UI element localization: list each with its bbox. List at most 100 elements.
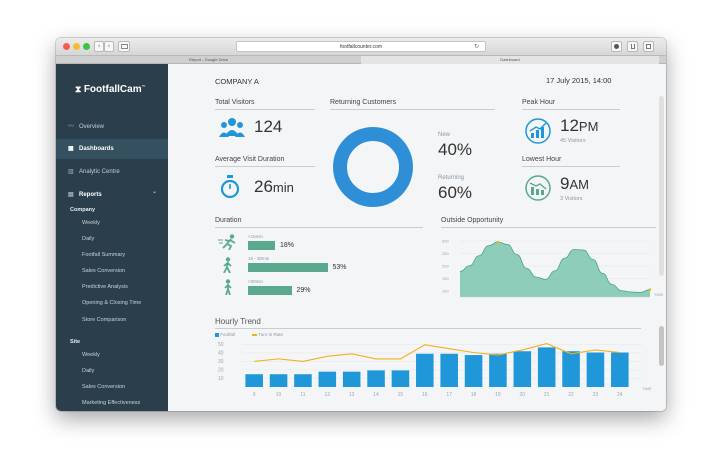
divider <box>215 166 315 167</box>
maximize-window-button[interactable] <box>83 43 90 50</box>
scrollbar[interactable] <box>659 96 664 366</box>
logo[interactable]: ⧗ FootfallCam™ <box>75 84 146 95</box>
divider <box>330 109 495 110</box>
footfall-bar <box>342 371 361 387</box>
x-tick-label: 24 <box>617 392 623 398</box>
footfall-bar <box>367 370 385 387</box>
divider <box>215 109 315 110</box>
peak-marker <box>496 240 500 244</box>
bar-chart-icon: ▥ <box>68 169 74 175</box>
y-tick-label: 20 <box>218 367 224 373</box>
sidebar-toggle-button[interactable] <box>118 41 130 52</box>
company-name: COMPANY A <box>215 77 259 86</box>
duration-bar-long <box>248 286 292 295</box>
avg-duration-title: Average Visit Duration <box>215 156 285 163</box>
footfall-bar <box>489 353 507 387</box>
duration-bar-medium <box>248 263 328 272</box>
new-tab-button[interactable] <box>643 41 654 52</box>
divider <box>215 328 641 329</box>
x-tick-label: 23 <box>593 392 599 398</box>
sidebar-subitem-daily[interactable]: Daily <box>82 236 95 242</box>
trend-down-icon <box>525 175 551 201</box>
running-person-icon <box>218 234 236 250</box>
sidebar-subitem-store-comparison[interactable]: Store Comparison <box>82 317 127 323</box>
footfall-bar <box>537 347 556 387</box>
legend-label: Footfall <box>220 332 236 337</box>
duration-row-label: 15 - 30min <box>248 256 270 261</box>
address-bar[interactable]: footfallcounter.com ↻ <box>236 41 486 52</box>
sidebar-subitem-marketing-effectiveness[interactable]: Marketing Effectiveness <box>82 400 141 406</box>
sidebar-subitem-predictive-analysis[interactable]: Predictive Analysis <box>82 284 128 290</box>
peak-hour-title: Peak Hour <box>522 99 556 106</box>
lowest-hour-value: 9AM <box>560 174 589 194</box>
x-tick-label: 10 <box>276 392 282 398</box>
reload-icon[interactable]: ↻ <box>473 43 479 50</box>
sidebar-subitem-weekly[interactable]: Weekly <box>82 220 100 226</box>
footfall-bar <box>464 355 483 387</box>
x-tick-label: 20 <box>520 392 526 398</box>
y-tick-label: 40 <box>218 350 224 356</box>
x-tick-label: 19 <box>495 392 501 398</box>
sidebar-item-analytic-centre[interactable]: ▥ Analytic Centre <box>56 162 168 182</box>
footfall-bar <box>611 352 629 387</box>
sidebar-item-dashboards[interactable]: ▦ Dashboards <box>56 139 168 159</box>
divider <box>441 227 656 228</box>
forward-button[interactable]: › <box>104 41 114 52</box>
sidebar-subitem-sales-conversion[interactable]: Sales Conversion <box>82 384 126 390</box>
legend-turn-in-rate: Turn In Rate <box>252 332 283 337</box>
x-tick-label: 9 <box>253 392 256 398</box>
sidebar-subitem-daily[interactable]: Daily <box>82 368 95 374</box>
tab-report[interactable]: Report - Google Drive <box>56 56 361 64</box>
sidebar-item-overview[interactable]: 〰 Overview <box>56 117 168 137</box>
legend-label: Turn In Rate <box>258 332 284 337</box>
avg-duration-unit: min <box>272 180 294 195</box>
footfall-bar <box>440 353 458 387</box>
divider <box>522 166 620 167</box>
legend-swatch-footfall <box>215 332 219 337</box>
trend-up-icon <box>525 118 551 144</box>
x-tick-label: 22 <box>568 392 574 398</box>
y-tick-label: 50 <box>218 342 224 348</box>
y-tick-label: 200 <box>442 264 449 269</box>
sidebar-subitem-weekly[interactable]: Weekly <box>82 352 100 358</box>
logo-mark-icon: ⧗ <box>75 84 84 94</box>
area-series <box>460 242 650 297</box>
tab-label: Dashboard <box>500 57 520 62</box>
turn-in-rate-line <box>254 342 620 363</box>
extension-button[interactable] <box>611 41 622 52</box>
lowest-hour-unit: AM <box>569 177 589 192</box>
sidebar-subitem-footfall-summary[interactable]: Footfall Summary <box>82 252 126 258</box>
duration-row-percent: 29% <box>296 287 311 294</box>
duration-bar-short <box>248 241 275 250</box>
duration-title: Duration <box>215 217 242 224</box>
x-tick-label: 12 <box>325 392 331 398</box>
returning-percent: 60% <box>438 183 473 202</box>
peak-hour-number: 12 <box>560 116 579 135</box>
x-tick-label: 16 <box>422 392 428 398</box>
close-window-button[interactable] <box>63 43 70 50</box>
footfall-bar <box>513 351 532 387</box>
new-label: New <box>438 132 451 138</box>
sidebar-item-label: Reports <box>79 192 102 198</box>
divider <box>215 227 423 228</box>
share-button[interactable] <box>627 41 638 52</box>
avg-duration-number: 26 <box>254 177 273 196</box>
document-icon: ▤ <box>68 192 74 198</box>
extension-icon <box>614 44 619 49</box>
chevron-down-icon: ⌄ <box>152 189 158 195</box>
tab-dashboard[interactable]: Dashboard <box>361 56 659 64</box>
minimize-window-button[interactable] <box>73 43 80 50</box>
sidebar-subitem-sales-conversion[interactable]: Sales Conversion <box>82 268 126 274</box>
address-text: footfallcounter.com <box>340 44 382 50</box>
sidebar-item-reports[interactable]: ▤ Reports ⌄ <box>56 185 168 205</box>
back-button[interactable]: ‹ <box>94 41 104 52</box>
stopwatch-icon <box>221 175 239 199</box>
sidebar-subitem-opening-closing-time[interactable]: Opening & Closing Time <box>82 300 142 306</box>
peak-hour-value: 12PM <box>560 116 598 136</box>
browser-titlebar: ‹ › footfallcounter.com ↻ <box>56 38 666 56</box>
scrollbar-thumb[interactable] <box>659 326 664 366</box>
logo-text: FootfallCam <box>83 84 142 95</box>
x-tick-label: 17 <box>446 392 452 398</box>
total-visitors-title: Total Visitors <box>215 99 255 106</box>
x-tick-label: 13 <box>349 392 355 398</box>
